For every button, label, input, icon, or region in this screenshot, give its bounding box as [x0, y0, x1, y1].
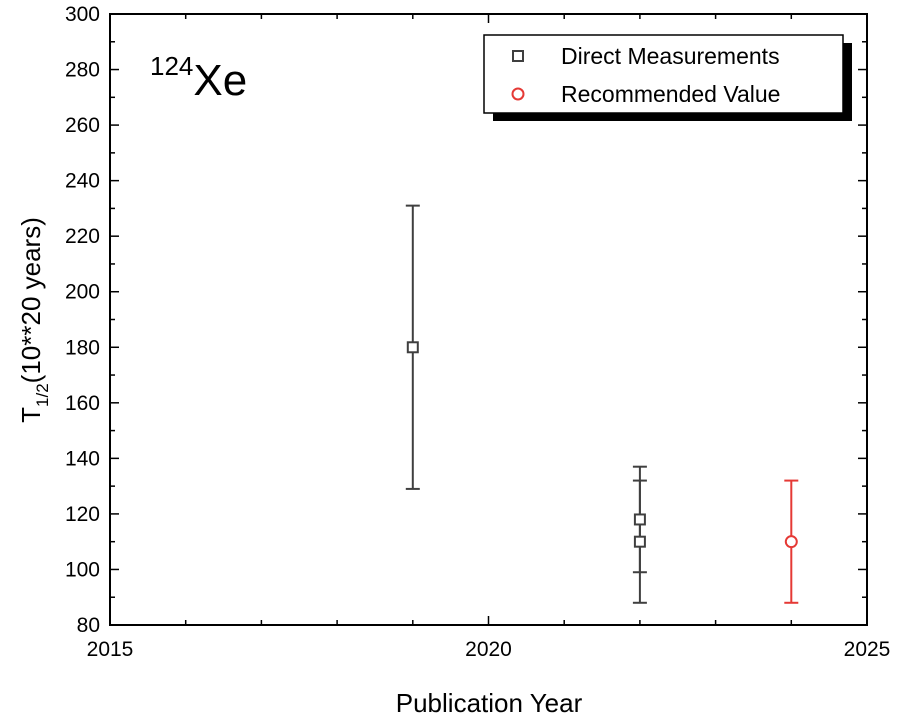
isotope-mass-number: 124 — [150, 51, 193, 81]
x-axis-title: Publication Year — [396, 688, 583, 718]
y-axis-title-units: (10**20 years) — [16, 217, 46, 383]
data-point-circle — [784, 535, 798, 549]
y-tick-label: 200 — [65, 281, 100, 304]
plot-frame — [109, 13, 868, 626]
data-marks — [405, 204, 799, 604]
y-tick-label: 100 — [65, 558, 100, 581]
data-point-square — [406, 341, 419, 354]
y-tick-label: 80 — [77, 614, 100, 637]
y-tick-label: 220 — [65, 225, 100, 248]
x-tick-label: 2020 — [465, 638, 512, 661]
isotope-element-symbol: Xe — [193, 56, 247, 105]
y-tick-label: 240 — [65, 170, 100, 193]
data-point-square — [633, 513, 646, 526]
y-tick-label: 120 — [65, 503, 100, 526]
legend-box — [483, 34, 844, 114]
x-tick-label: 2015 — [87, 638, 134, 661]
legend: Direct Measurements Recommended Value — [483, 34, 852, 121]
y-tick-label: 140 — [65, 447, 100, 470]
axis-tick-labels: 2015 2020 2025 80 100 120 140 160 180 200 220 240 26… — [65, 3, 890, 661]
y-axis-title-main: T — [16, 407, 46, 423]
legend-label-direct-measurements: Direct Measurements — [561, 43, 780, 69]
legend-label-recommended-value: Recommended Value — [561, 81, 780, 107]
legend-marker-circle — [511, 87, 525, 101]
y-tick-label: 160 — [65, 392, 100, 415]
y-tick-label: 280 — [65, 59, 100, 82]
legend-marker-square — [512, 50, 524, 62]
x-tick-label: 2025 — [844, 638, 891, 661]
data-point-square — [633, 535, 646, 548]
y-tick-label: 300 — [65, 3, 100, 26]
y-axis-title-subscript: 1/2 — [33, 383, 52, 407]
y-tick-label: 260 — [65, 114, 100, 137]
y-tick-label: 180 — [65, 336, 100, 359]
isotope-annotation: 124Xe — [150, 51, 247, 105]
y-axis-title: T1/2(10**20 years) — [16, 217, 52, 423]
